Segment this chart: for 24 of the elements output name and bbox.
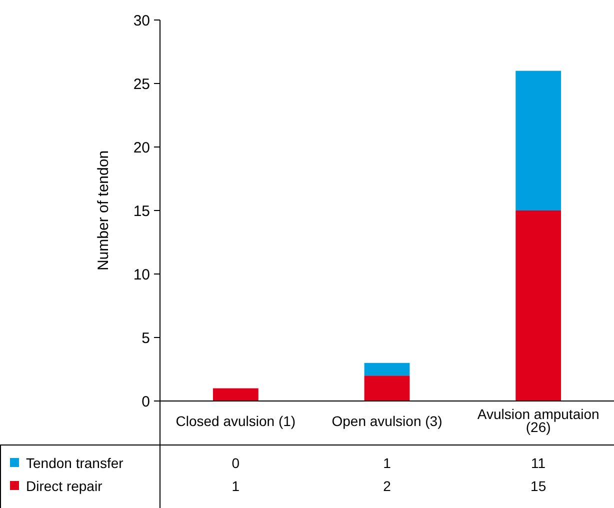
- y-tick-label: 10: [133, 266, 150, 284]
- x-tick-label: Closed avulsion (1): [176, 413, 296, 429]
- x-tick-label: Open avulsion (3): [332, 413, 442, 429]
- bar: [516, 70, 562, 210]
- bar: [364, 376, 410, 401]
- y-tick-label: 15: [133, 202, 150, 220]
- y-tick-label: 25: [133, 76, 150, 93]
- y-tick-label: 5: [142, 330, 150, 347]
- bar: [212, 388, 258, 401]
- data-label: 11: [531, 454, 546, 471]
- y-axis-title: Number of tendon: [95, 150, 112, 271]
- data-label: 1: [232, 478, 240, 494]
- legend-label: Direct repair: [26, 478, 103, 494]
- x-tick-label: Avulsion amputaion (26): [477, 406, 600, 435]
- y-tick-label: 0: [142, 393, 150, 410]
- legend-label: Tendon transfer: [26, 454, 124, 471]
- data-label: 15: [530, 478, 546, 494]
- y-tick-label: 30: [133, 12, 150, 30]
- y-tick-label: 20: [133, 139, 150, 156]
- data-label: 2: [383, 478, 392, 494]
- bar: [364, 362, 410, 376]
- data-label: 1: [383, 454, 392, 471]
- bar: [516, 210, 562, 401]
- data-label: 0: [232, 454, 240, 471]
